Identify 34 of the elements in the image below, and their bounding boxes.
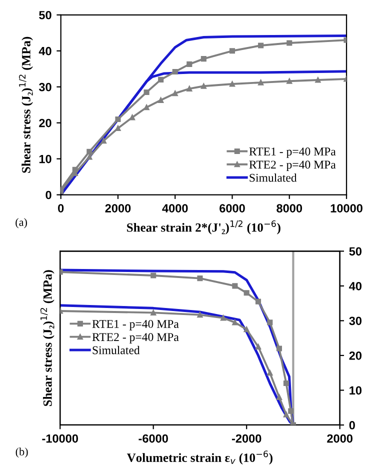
legend-label: RTE1 - p=40 MPa: [92, 320, 179, 330]
y-axis-title: Shear stress (J₂)$^{1/2}$ (MPa): [19, 36, 33, 173]
x-tick-label: 0: [58, 204, 64, 212]
x-axis-title: Shear strain 2*(J'₂)$^{1/2}$ (10$^{−6}$): [127, 220, 280, 234]
y2-tick-label: 0: [349, 421, 355, 430]
y2-tick-label: 40: [349, 282, 362, 290]
x-tick-label: 2000: [327, 434, 352, 443]
y-tick-label: 0: [46, 190, 52, 200]
y-tick-label: 50: [39, 10, 52, 20]
y-tick-label: 10: [39, 154, 52, 164]
x-tick-label: 4000: [162, 204, 188, 212]
y-tick-label: 30: [38, 82, 52, 92]
y2-tick-label: 50: [349, 247, 362, 256]
y-axis-title: Shear stress (J₂)$^{1/2}$ (MPa): [40, 270, 54, 406]
legend-label: RTE2 - p=40 MPa: [249, 160, 336, 172]
y2-tick-label: 30: [349, 316, 362, 326]
y-tick-label: 40: [38, 46, 52, 56]
x-tick-label: -6000: [138, 434, 168, 443]
legend-label: RTE1 - p=40 MPa: [249, 148, 336, 158]
x-tick-label: 2000: [105, 204, 131, 212]
legend-label: Simulated: [250, 173, 297, 182]
x-tick-label: 8000: [276, 204, 302, 212]
x-tick-label: -2000: [232, 434, 262, 443]
x-tick-label: 10000: [330, 204, 362, 212]
x-tick-label: -10000: [42, 434, 78, 443]
y2-tick-label: 20: [349, 352, 362, 360]
legend-label: Simulated: [92, 346, 140, 354]
text: (b): [16, 448, 28, 458]
y-tick-label: 20: [39, 118, 52, 128]
y2-tick-label: 10: [350, 386, 362, 395]
x-tick-label: 6000: [220, 204, 245, 212]
x-axis-title: Volumetric strain ε$_{v}$ (10$^{−6}$): [126, 450, 272, 465]
text: (a): [16, 218, 27, 228]
legend-label: RTE2 - p=40 MPa: [92, 333, 179, 344]
